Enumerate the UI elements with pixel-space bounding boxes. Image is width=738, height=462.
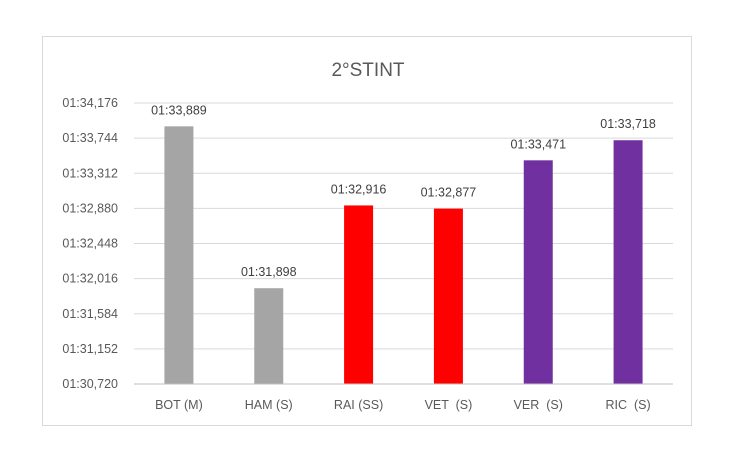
- data-label-4: 01:33,471: [510, 137, 566, 151]
- data-label-2: 01:32,916: [331, 182, 387, 196]
- bar-0: [164, 126, 194, 384]
- bar-1: [254, 288, 284, 384]
- x-category-label: VER (S): [514, 398, 563, 412]
- x-category-label: RIC (S): [606, 398, 651, 412]
- y-tick-label: 01:33,312: [62, 166, 118, 180]
- x-axis-categories: BOT (M) HAM (S) RAI (SS) VET (S) VER (S) RIC …: [155, 398, 651, 412]
- y-tick-label: 01:32,880: [62, 201, 118, 215]
- y-tick-label: 01:31,584: [62, 307, 118, 321]
- data-label-3: 01:32,877: [421, 186, 477, 200]
- y-tick-label: 01:32,448: [62, 237, 118, 251]
- bar-3: [433, 208, 463, 384]
- data-label-5: 01:33,718: [600, 117, 656, 131]
- y-tick-label: 01:34,176: [62, 96, 118, 110]
- gridlines: [134, 102, 673, 350]
- data-label-0: 01:33,889: [151, 103, 207, 117]
- x-category-label: RAI (SS): [334, 398, 383, 412]
- x-category-label: BOT (M): [155, 398, 203, 412]
- bar-4: [523, 160, 553, 384]
- data-label-1: 01:31,898: [241, 265, 297, 279]
- y-tick-label: 01:32,016: [62, 272, 118, 286]
- x-category-label: VET (S): [425, 398, 473, 412]
- y-axis-ticks: 01:30,720 01:31,152 01:31,584 01:32,016 01:3…: [62, 96, 118, 391]
- y-tick-label: 01:33,744: [62, 131, 118, 145]
- y-tick-label: 01:30,720: [62, 377, 118, 391]
- x-category-label: HAM (S): [245, 398, 293, 412]
- bar-5: [613, 140, 643, 384]
- chart-title: 2°STINT: [331, 60, 404, 81]
- data-labels: 01:33,889 01:31,898 01:32,916 01:32,877 01:3…: [151, 103, 656, 279]
- bars: [164, 126, 643, 384]
- bar-2: [344, 205, 374, 384]
- y-tick-label: 01:31,152: [62, 342, 118, 356]
